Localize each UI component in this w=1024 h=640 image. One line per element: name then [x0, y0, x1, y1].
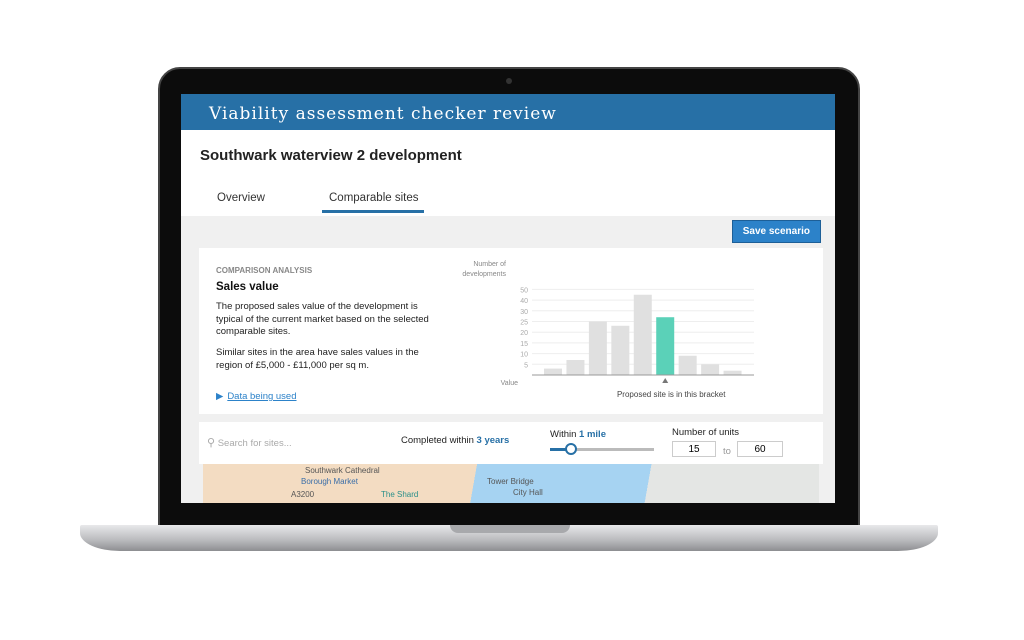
- laptop-notch: [450, 525, 570, 533]
- link-label: Data being used: [227, 391, 297, 402]
- y-tick-label: 40: [520, 298, 528, 305]
- section-label: COMPARISON ANALYSIS: [216, 266, 313, 275]
- map-label: A3200: [291, 490, 315, 499]
- search-field[interactable]: ⚲ Search for sites...: [207, 436, 292, 449]
- annotation: Proposed site is in this bracket: [617, 390, 726, 399]
- data-being-used-link[interactable]: ▶ Data being used: [216, 391, 297, 402]
- map-label: Borough Market: [301, 477, 358, 486]
- y-tick-label: 25: [520, 320, 528, 327]
- completed-label: Completed within: [401, 435, 474, 446]
- x-axis-label: Value: [501, 380, 518, 387]
- y-tick-label: 10: [520, 352, 528, 359]
- slider-handle[interactable]: [564, 443, 577, 455]
- distance-label: Within: [550, 429, 577, 440]
- screen: Viability assessment checker review Sout…: [181, 94, 835, 503]
- units-max-input[interactable]: [737, 441, 783, 457]
- y-tick-label: 30: [520, 309, 528, 316]
- analysis-text-1: The proposed sales value of the developm…: [216, 301, 429, 337]
- map[interactable]: Southwark Cathedral Borough Market Tower…: [203, 464, 819, 503]
- bar: [701, 364, 720, 375]
- distance-value: 1 mile: [579, 429, 606, 440]
- y-axis-label-line2: developments: [462, 271, 506, 278]
- map-label: City Hall: [513, 488, 543, 497]
- analysis-text-2: Similar sites in the area have sales val…: [216, 347, 419, 371]
- page-title: Southwark waterview 2 development: [200, 147, 462, 164]
- filters-bar: ⚲ Search for sites... Completed within 3…: [199, 422, 823, 464]
- save-scenario-button[interactable]: Save scenario: [731, 220, 821, 243]
- bar: [566, 360, 585, 375]
- bar: [633, 294, 652, 375]
- app-title: Viability assessment checker review: [181, 94, 835, 130]
- bracket-marker-icon: [662, 378, 669, 383]
- map-label: Southwark Cathedral: [305, 466, 380, 475]
- histogram-chart: 5 10 15 20 25 30 40 50 Number of developments Valu…: [462, 261, 754, 399]
- units-to-label: to: [723, 446, 731, 457]
- completed-filter[interactable]: Completed within 3 years: [401, 435, 509, 446]
- map-label: The Shard: [381, 490, 419, 499]
- distance-slider[interactable]: [550, 443, 654, 455]
- distance-filter: Within 1 mile: [550, 429, 606, 440]
- y-tick-label: 50: [520, 287, 528, 294]
- y-axis-label-line1: Number of: [473, 261, 506, 268]
- section-heading: Sales value: [216, 281, 279, 293]
- y-tick-label: 5: [524, 362, 528, 369]
- camera: [506, 78, 512, 84]
- bar: [611, 325, 630, 375]
- page-header: Southwark waterview 2 development Overvi…: [181, 130, 835, 216]
- tab-comparable-sites[interactable]: Comparable sites: [322, 192, 425, 213]
- bar: [588, 321, 607, 375]
- search-input[interactable]: Search for sites...: [217, 438, 292, 449]
- completed-value[interactable]: 3 years: [476, 435, 510, 446]
- y-tick-label: 20: [520, 330, 528, 337]
- tab-overview[interactable]: Overview: [217, 192, 265, 204]
- play-icon: ▶: [216, 391, 224, 402]
- highlighted-bar: [656, 317, 675, 375]
- comparison-analysis-card: COMPARISON ANALYSIS Sales value The prop…: [199, 248, 823, 414]
- slider-fill: [550, 448, 571, 451]
- map-label: Tower Bridge: [487, 477, 534, 486]
- search-icon: ⚲: [207, 437, 216, 449]
- y-tick-label: 15: [520, 341, 528, 348]
- bar: [723, 370, 742, 375]
- units-label: Number of units: [672, 427, 740, 438]
- bar: [544, 368, 562, 375]
- bar: [678, 355, 697, 375]
- units-min-input[interactable]: [672, 441, 716, 457]
